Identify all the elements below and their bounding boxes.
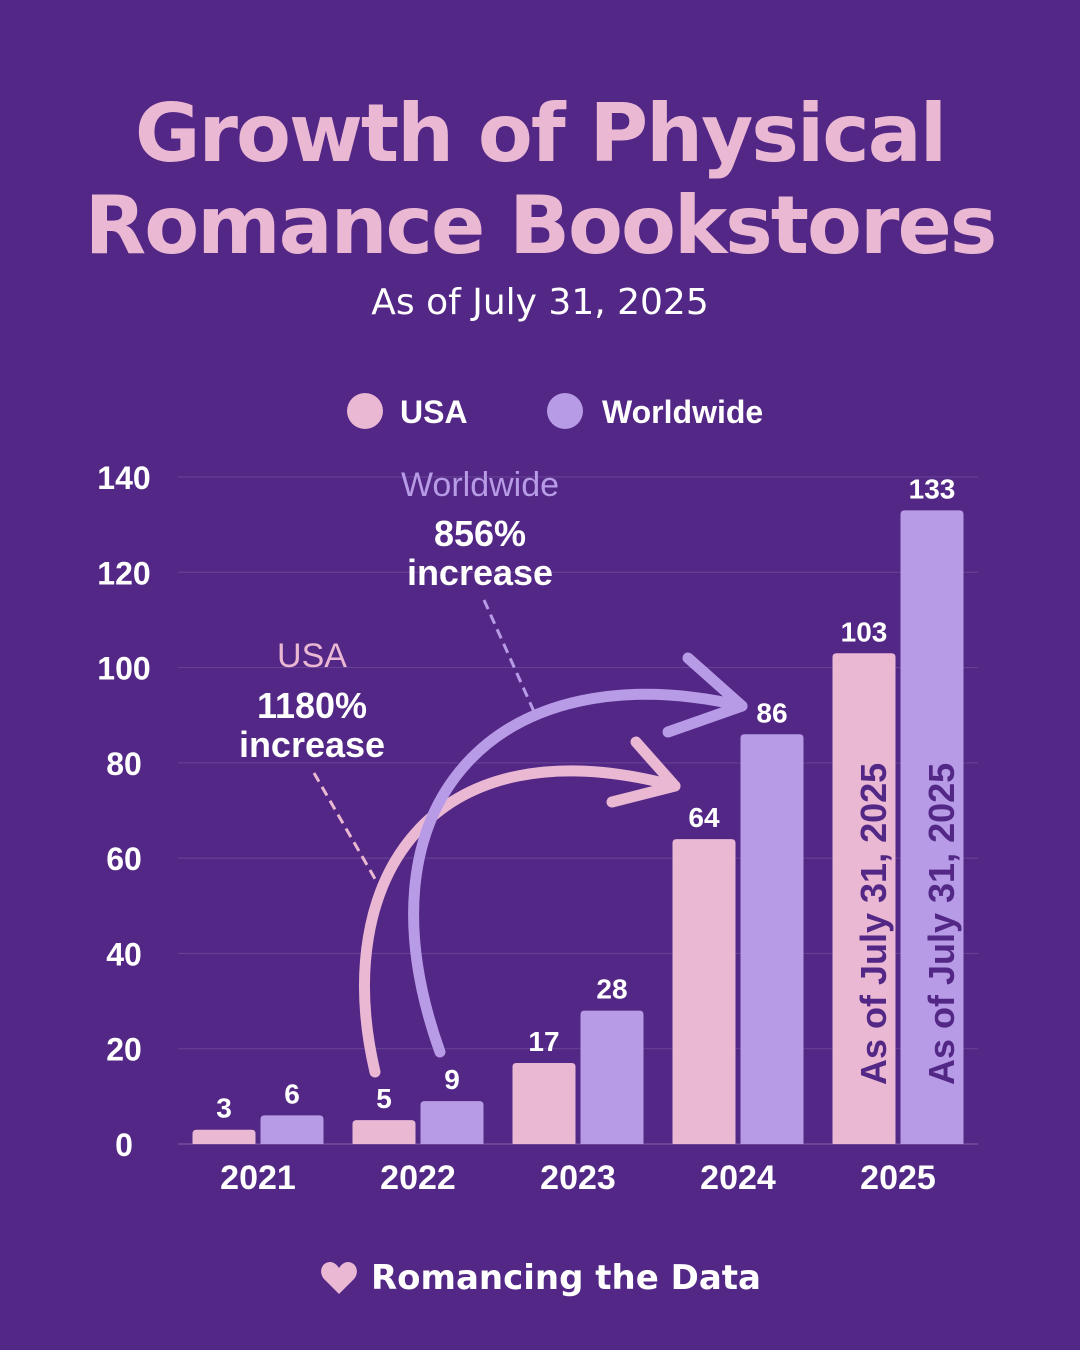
bar-worldwide-2025 (900, 510, 964, 1145)
worldwide-2025-bar-note: As of July 31, 2025 (921, 763, 962, 1085)
worldwide-annotation-connector (482, 599, 538, 717)
x-tick-label: 2022 (380, 1159, 456, 1197)
y-tick-label: 80 (106, 746, 142, 782)
data-label: 9 (444, 1064, 460, 1095)
bar-usa-2025 (832, 653, 896, 1144)
usa-annotation-connector (312, 772, 380, 885)
usa-annotation-label: USA (277, 637, 347, 675)
x-tick-label: 2025 (860, 1159, 936, 1197)
legend-label-worldwide: Worldwide (602, 394, 763, 430)
y-tick-label: 140 (97, 460, 150, 496)
x-tick-label: 2021 (220, 1159, 296, 1197)
data-label: 3 (216, 1093, 232, 1124)
worldwide-annotation-label: Worldwide (401, 466, 559, 504)
chart-title-line1: Growth of Physical (134, 87, 947, 180)
x-axis: 2021 2022 2023 2024 2025 (220, 1159, 936, 1197)
y-tick-label: 100 (97, 651, 150, 687)
data-label: 133 (909, 473, 956, 504)
data-label: 17 (528, 1026, 559, 1057)
bar-usa-2024 (672, 839, 736, 1144)
bar-usa-2023 (512, 1063, 576, 1144)
x-tick-label: 2024 (700, 1159, 776, 1197)
legend-swatch-usa (347, 393, 383, 429)
usa-annotation-text: increase (239, 724, 385, 765)
bars: 3 6 5 9 17 28 64 86 103 133 (192, 473, 964, 1145)
bar-worldwide-2021 (260, 1115, 324, 1144)
chart-title-line2: Romance Bookstores (84, 179, 998, 272)
bar-usa-2022 (352, 1120, 416, 1144)
usa-annotation-pct: 1180% (257, 685, 367, 726)
data-label: 6 (284, 1078, 300, 1109)
brand-name: Romancing the Data (370, 1258, 762, 1298)
y-tick-label: 40 (106, 936, 142, 972)
worldwide-annotation: Worldwide 856% increase (401, 466, 559, 593)
legend: USA Worldwide (347, 393, 763, 430)
worldwide-annotation-text: increase (407, 552, 553, 593)
legend-swatch-worldwide (547, 393, 583, 429)
usa-2025-bar-note: As of July 31, 2025 (853, 763, 894, 1085)
y-tick-label: 120 (97, 555, 150, 591)
worldwide-annotation-pct: 856% (434, 513, 526, 554)
heart-icon (321, 1262, 357, 1294)
worldwide-growth-arrow (408, 688, 748, 1058)
bar-usa-2021 (192, 1129, 256, 1144)
chart-title: Growth of Physical Romance Bookstores (0, 88, 1080, 272)
usa-arrowhead (606, 736, 681, 808)
y-tick-label: 0 (115, 1127, 133, 1163)
y-axis: 0 20 40 60 80 100 120 140 (97, 460, 150, 1163)
y-tick-label: 20 (106, 1032, 142, 1068)
y-tick-label: 60 (106, 841, 142, 877)
usa-annotation: USA 1180% increase (239, 637, 385, 765)
footer: Romancing the Data (0, 1256, 1080, 1300)
data-label: 28 (596, 974, 627, 1005)
worldwide-arrowhead (662, 652, 748, 738)
chart-subtitle: As of July 31, 2025 (371, 282, 709, 323)
data-label: 86 (756, 697, 787, 728)
bar-worldwide-2023 (580, 1010, 644, 1144)
bar-worldwide-2022 (420, 1101, 484, 1144)
data-label: 5 (376, 1083, 392, 1114)
usa-growth-arrow (359, 765, 681, 1078)
data-label: 64 (688, 802, 720, 833)
data-label: 103 (841, 616, 888, 647)
bar-worldwide-2024 (740, 734, 804, 1144)
legend-label-usa: USA (400, 394, 468, 430)
x-tick-label: 2023 (540, 1159, 616, 1197)
